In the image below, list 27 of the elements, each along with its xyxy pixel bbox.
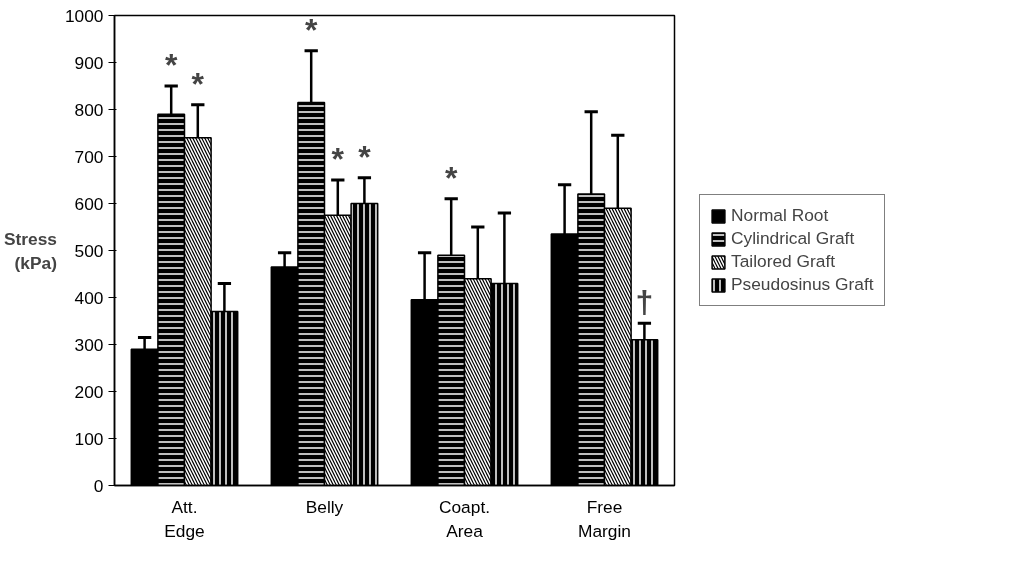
y-tick-label: 500 xyxy=(74,240,104,261)
legend-label: Normal Root xyxy=(731,205,829,226)
y-tick-label: 800 xyxy=(74,99,104,120)
data-label: * xyxy=(304,11,318,48)
data-label: * xyxy=(331,141,345,177)
y-tick-label: 100 xyxy=(74,428,104,449)
legend-label: Cylindrical Graft xyxy=(731,228,855,249)
y-axis-title: Stress (kPa) xyxy=(3,228,57,273)
x-tick-label: Coapt. Area xyxy=(438,496,491,541)
data-label: * xyxy=(358,138,372,175)
y-tick-label: 900 xyxy=(74,52,104,73)
legend-label: Pseudosinus Graft xyxy=(731,274,874,295)
data-label: † xyxy=(635,284,654,321)
y-tick-label: 700 xyxy=(74,146,104,167)
y-tick-label: 600 xyxy=(74,193,104,214)
y-tick-label: 1000 xyxy=(64,5,104,26)
legend-label: Tailored Graft xyxy=(731,251,836,272)
y-tick-label: 300 xyxy=(74,334,104,355)
data-label: * xyxy=(164,47,178,83)
data-label: * xyxy=(191,65,205,102)
y-tick-label: 400 xyxy=(74,287,104,308)
x-tick-label: Att. Edge xyxy=(164,496,205,541)
y-tick-label: 0 xyxy=(93,475,104,496)
x-tick-label: Free Margin xyxy=(578,496,631,541)
x-tick-label: Belly xyxy=(305,496,344,517)
data-label: * xyxy=(444,159,458,196)
y-tick-label: 200 xyxy=(74,381,104,402)
